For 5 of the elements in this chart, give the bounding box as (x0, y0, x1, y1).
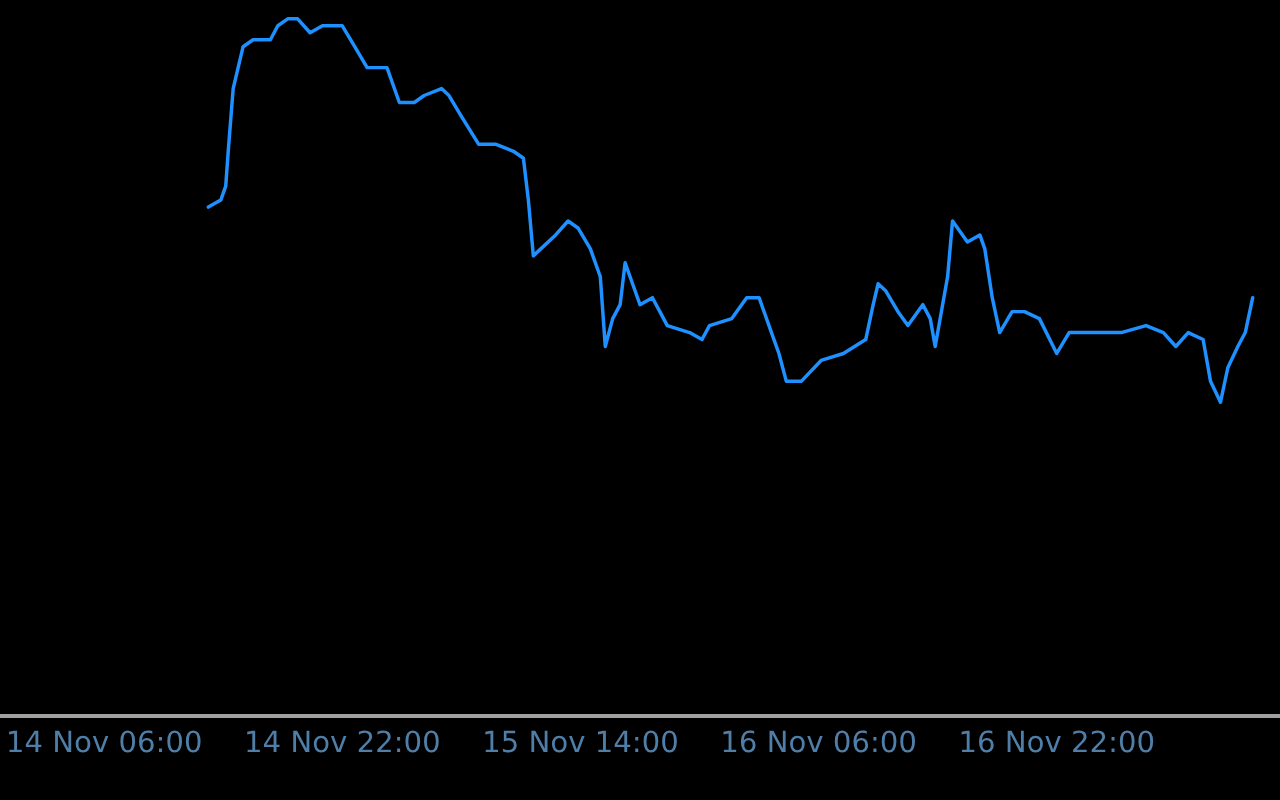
x-tick-label: 15 Nov 14:00 (485, 730, 677, 753)
x-tick-label: 16 Nov 22:00 (961, 730, 1154, 753)
x-tick-label: 16 Nov 06:00 (723, 730, 915, 753)
x-tick-label: 14 Nov 06:00 (9, 730, 201, 753)
x-tick-label: 14 Nov 22:00 (247, 730, 439, 753)
